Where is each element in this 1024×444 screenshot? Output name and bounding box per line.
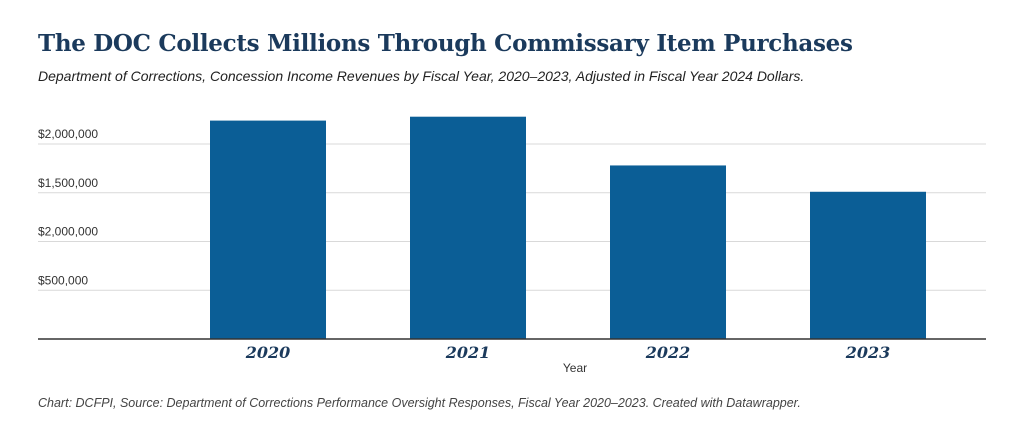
x-tick-label: 2021 — [445, 343, 491, 362]
bar-2021 — [410, 116, 526, 339]
chart-title: The DOC Collects Millions Through Commis… — [38, 30, 853, 57]
x-axis-label: Year — [563, 361, 587, 375]
bars — [210, 116, 926, 339]
y-tick-label: $500,000 — [38, 273, 88, 287]
axes: $500,000 $2,000,000 $1,500,000 $2,000,000 20… — [38, 127, 986, 375]
bar-2023 — [810, 191, 926, 339]
y-tick-label: $1,500,000 — [38, 176, 98, 190]
bar-2020 — [210, 120, 326, 339]
chart-subtitle: Department of Corrections, Concession In… — [38, 68, 805, 84]
x-tick-label: 2022 — [645, 343, 691, 362]
y-tick-label: $2,000,000 — [38, 225, 98, 239]
y-tick-label: $2,000,000 — [38, 127, 98, 141]
bar-2022 — [610, 165, 726, 339]
x-tick-label: 2020 — [245, 343, 291, 362]
x-tick-label: 2023 — [845, 343, 891, 362]
chart-source-note: Chart: DCFPI, Source: Department of Corr… — [38, 396, 801, 410]
